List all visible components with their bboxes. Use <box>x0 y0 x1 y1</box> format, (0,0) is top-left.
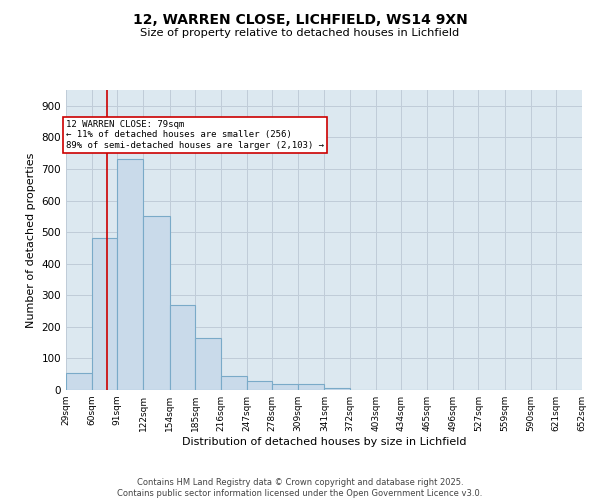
Y-axis label: Number of detached properties: Number of detached properties <box>26 152 36 328</box>
Bar <box>143 216 170 390</box>
Bar <box>118 160 143 390</box>
Text: 12, WARREN CLOSE, LICHFIELD, WS14 9XN: 12, WARREN CLOSE, LICHFIELD, WS14 9XN <box>133 12 467 26</box>
Bar <box>221 376 247 390</box>
Bar <box>247 380 272 390</box>
Bar <box>195 338 221 390</box>
Text: Size of property relative to detached houses in Lichfield: Size of property relative to detached ho… <box>140 28 460 38</box>
Bar <box>66 372 92 390</box>
X-axis label: Distribution of detached houses by size in Lichfield: Distribution of detached houses by size … <box>182 437 466 447</box>
Bar <box>325 388 350 390</box>
Text: Contains HM Land Registry data © Crown copyright and database right 2025.
Contai: Contains HM Land Registry data © Crown c… <box>118 478 482 498</box>
Bar <box>92 238 118 390</box>
Text: 12 WARREN CLOSE: 79sqm
← 11% of detached houses are smaller (256)
89% of semi-de: 12 WARREN CLOSE: 79sqm ← 11% of detached… <box>66 120 324 150</box>
Bar <box>170 304 195 390</box>
Bar <box>272 384 298 390</box>
Bar <box>298 384 325 390</box>
